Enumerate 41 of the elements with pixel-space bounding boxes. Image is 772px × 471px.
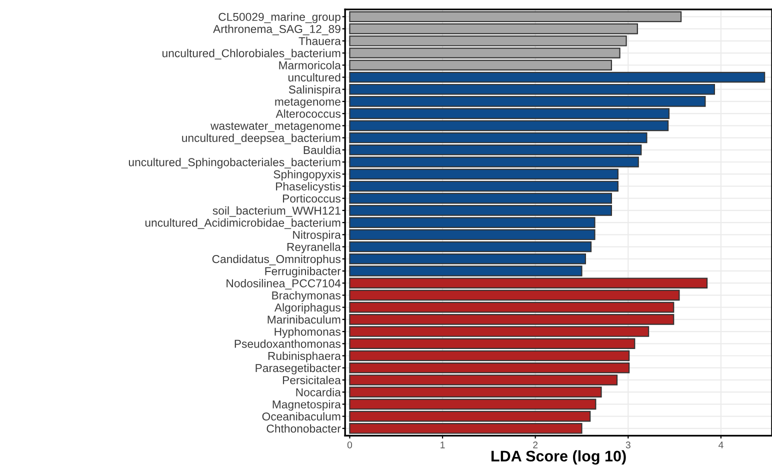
y-tick-label: Marinibaculum: [268, 315, 340, 324]
y-tick-label: uncultured: [288, 73, 340, 82]
y-tick-label: wastewater_metagenome: [210, 122, 340, 132]
y-tick-label: Sphingopyxis: [274, 170, 341, 181]
y-tick-label: Algoriphagus: [274, 303, 341, 314]
y-tick-label: Nocardia: [296, 388, 341, 396]
x-tick-label: 3: [626, 441, 630, 448]
x-tick-label: 2: [533, 441, 538, 448]
y-tick-label: Oceanibaculum: [262, 412, 340, 421]
y-tick-label: soil_bacterium_WWH121: [212, 206, 340, 217]
y-tick-label: Candidatus_Omnitrophus: [212, 254, 341, 266]
y-tick-label: Chthonobacter: [266, 424, 341, 433]
y-tick-label: Rubinisphaera: [268, 352, 341, 362]
y-tick-label: Reyranella: [287, 242, 341, 254]
y-tick-label: Hyphomonas: [274, 327, 341, 338]
y-tick-label: Arthronema_SAG_12_89: [213, 24, 340, 36]
y-tick-label: Phaselicystis: [276, 182, 341, 193]
y-tick-label: Nitrospira: [293, 230, 341, 242]
x-axis-title: LDA Score (log 10): [492, 450, 626, 465]
y-tick-label: uncultured_Chlorobiales_bacterium: [162, 48, 340, 60]
y-tick-label: Salinispira: [288, 85, 341, 96]
y-tick-label: Porticoccus: [282, 194, 341, 203]
y-tick-label: Magnetospira: [272, 400, 341, 411]
y-tick-label: uncultured_deepsea_bacterium: [182, 134, 340, 144]
y-tick-label: Parasegetibacter: [256, 364, 341, 374]
y-tick-label: uncultured_Acidimicrobidae_bacterium: [145, 218, 340, 229]
y-tick-label: Nodosilinea_PCC7104: [226, 278, 341, 290]
y-tick-label: Brachymonas: [272, 291, 341, 302]
y-tick-label: Pseudoxanthomonas: [234, 340, 341, 348]
y-tick-label: Bauldia: [304, 146, 341, 154]
y-tick-label: Ferruginibacter: [265, 266, 341, 278]
y-tick-label: Marmoricola: [279, 60, 341, 70]
x-tick-label: 4: [718, 442, 724, 448]
y-tick-label: Thauera: [298, 36, 341, 46]
y-tick-label: uncultured_Sphingobacteriales_bacterium: [128, 158, 340, 168]
x-tick-label: 1: [440, 442, 445, 448]
y-tick-label: Persicitalea: [282, 376, 341, 384]
y-tick-label: Alterococcus: [276, 109, 341, 118]
y-tick-label: CL50029_marine_group: [218, 12, 340, 24]
x-tick-label: 0: [347, 441, 352, 448]
y-tick-label: metagenome: [275, 98, 340, 108]
